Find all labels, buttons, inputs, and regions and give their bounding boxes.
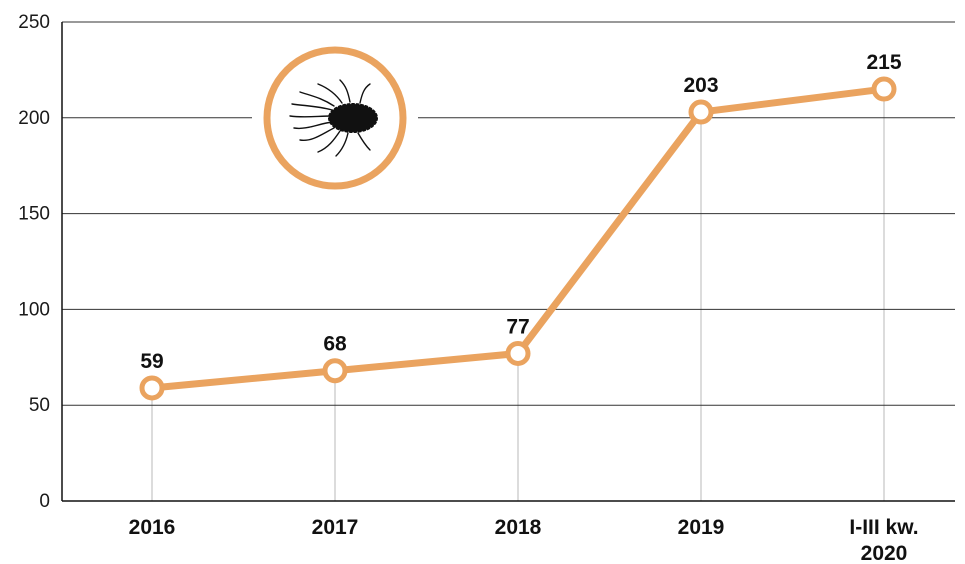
data-label: 215: [866, 51, 901, 74]
data-point: [505, 340, 531, 366]
data-points: [139, 76, 897, 401]
x-tick-label: 2018: [495, 516, 542, 539]
data-label: 77: [506, 315, 529, 338]
y-tick-label: 50: [29, 395, 50, 416]
y-tick-label: 150: [18, 204, 50, 225]
axes: [61, 22, 955, 502]
y-axis-tick-labels: 0 50 100 150 200 250: [18, 12, 50, 512]
bacterium-icon: [289, 79, 378, 157]
y-tick-label: 200: [18, 108, 50, 129]
y-tick-label: 100: [18, 299, 50, 320]
data-label: 59: [140, 350, 163, 373]
y-tick-label: 0: [39, 491, 50, 512]
drop-lines: [151, 89, 885, 501]
data-point: [139, 375, 165, 401]
data-labels: 59 68 77 203 215: [140, 51, 902, 373]
x-tick-label: I-III kw. 2020: [849, 516, 918, 564]
x-tick-label: 2016: [129, 516, 176, 539]
x-axis-tick-labels: 2016 2017 2018 2019 I-III kw. 2020: [129, 516, 919, 564]
data-point: [322, 358, 348, 384]
data-label: 203: [683, 74, 718, 97]
icon-badge: [252, 40, 418, 200]
y-tick-label: 250: [18, 12, 50, 33]
x-tick-label: 2017: [312, 516, 359, 539]
data-point: [871, 76, 897, 102]
data-point: [688, 99, 714, 125]
bacterium-body: [328, 103, 378, 133]
x-tick-label: 2019: [678, 516, 725, 539]
gridlines: [62, 21, 955, 406]
data-label: 68: [323, 333, 347, 356]
